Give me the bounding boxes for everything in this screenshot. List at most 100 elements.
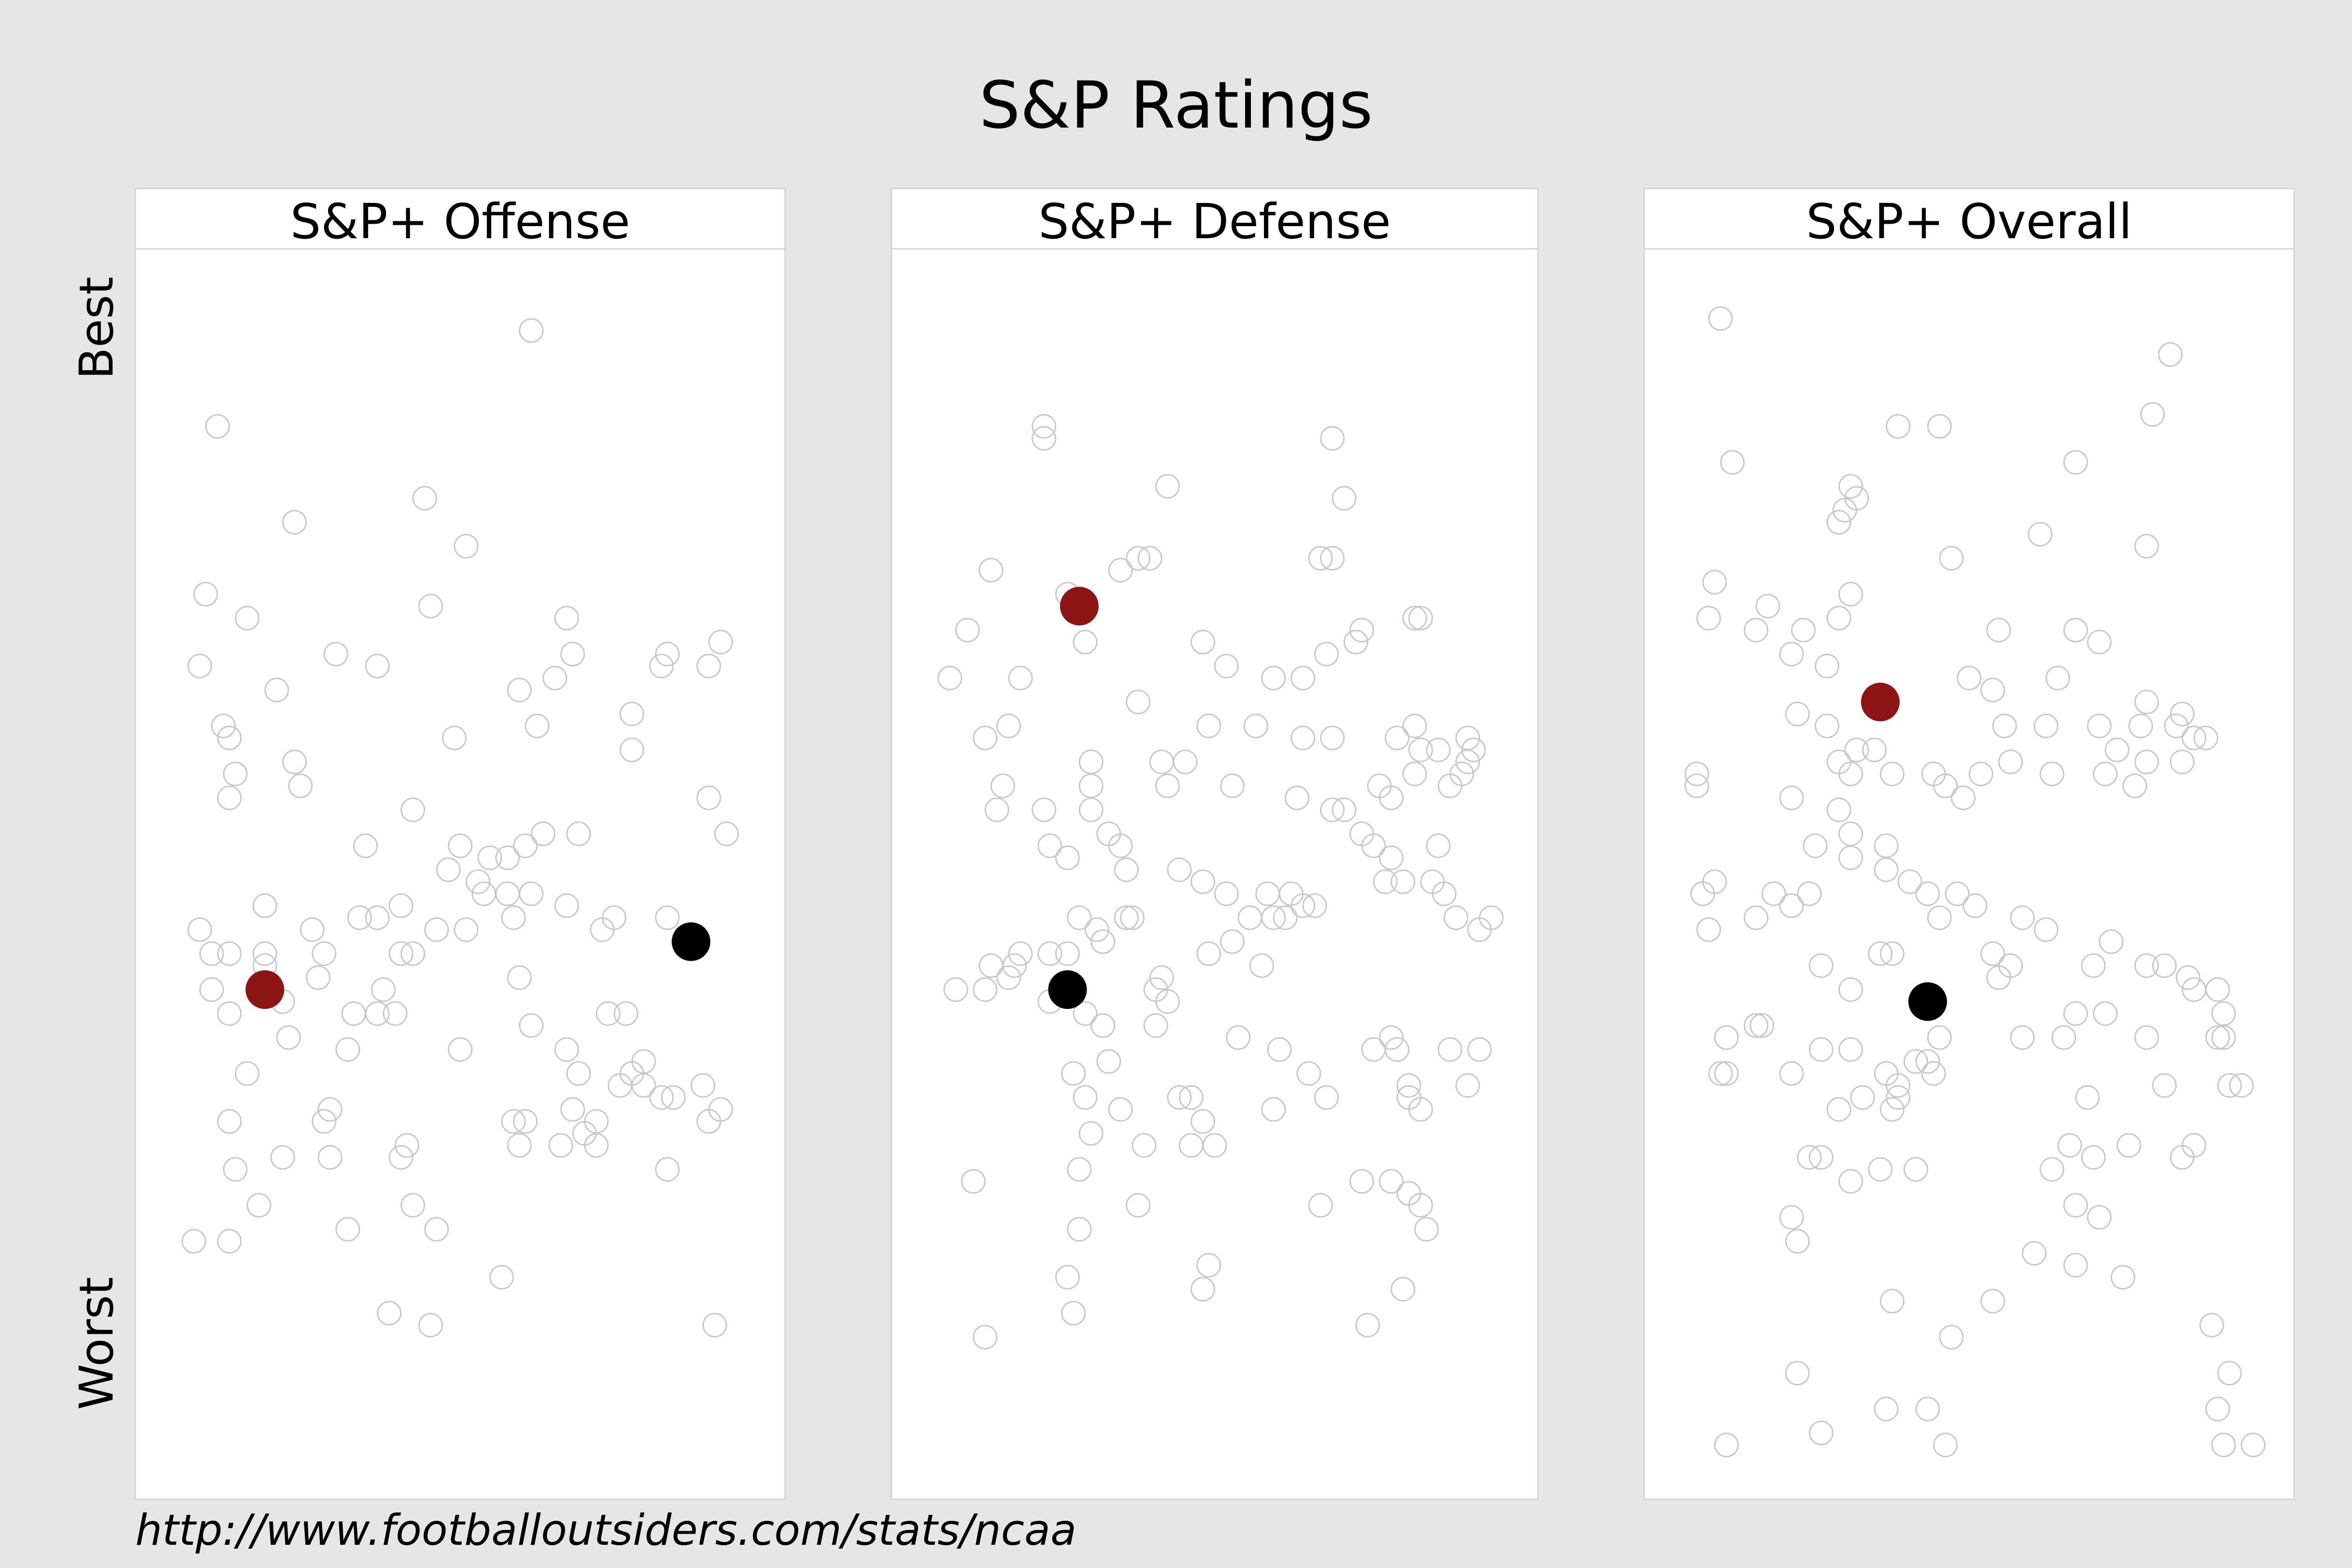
team-point <box>472 881 496 906</box>
team-point <box>1167 857 1192 882</box>
team-point <box>1296 1061 1321 1086</box>
team-point <box>2099 929 2123 954</box>
team-point <box>619 737 645 762</box>
team-point <box>1868 941 1893 966</box>
team-point <box>961 1169 986 1194</box>
team-point <box>1897 869 1922 894</box>
team-point <box>2063 450 2088 475</box>
team-point <box>1178 1085 1204 1110</box>
team-point <box>1008 665 1033 690</box>
team-point <box>2134 953 2159 978</box>
team-point <box>1202 1133 1227 1158</box>
team-point <box>655 1157 680 1182</box>
team-point <box>696 785 721 810</box>
highlight-point-red <box>1861 682 1900 721</box>
team-point <box>1291 893 1316 918</box>
team-point <box>1302 893 1327 918</box>
team-point <box>1308 546 1333 571</box>
team-point <box>2063 1252 2088 1278</box>
team-point <box>1437 1037 1463 1062</box>
team-point <box>1078 749 1104 775</box>
team-point <box>1008 941 1033 966</box>
team-point <box>1408 737 1433 762</box>
team-point <box>371 977 396 1002</box>
team-point <box>1355 1312 1380 1338</box>
team-point <box>937 665 962 690</box>
team-point <box>1214 881 1239 906</box>
team-point <box>2211 1001 2236 1026</box>
team-point <box>1291 665 1316 690</box>
team-point <box>1815 653 1839 678</box>
team-point <box>1378 1025 1404 1050</box>
team-point <box>1126 1193 1151 1218</box>
team-point <box>1167 1085 1192 1110</box>
team-point <box>282 749 307 775</box>
team-point <box>1980 1289 2005 1314</box>
team-point <box>1791 618 1816 643</box>
team-point <box>223 1157 248 1182</box>
team-point <box>1391 869 1416 894</box>
team-point <box>2217 1073 2242 1098</box>
team-point <box>1037 833 1062 858</box>
team-point <box>1149 965 1174 990</box>
team-point <box>1808 1145 1834 1170</box>
team-point <box>1108 1097 1133 1122</box>
team-point <box>1832 498 1857 523</box>
highlight-point-black <box>672 922 711 961</box>
team-point <box>2063 1001 2088 1026</box>
team-point <box>973 1324 998 1350</box>
team-point <box>2063 1193 2088 1218</box>
team-point <box>388 893 414 918</box>
team-point <box>217 1229 242 1254</box>
panel-title: S&P+ Overall <box>1806 193 2132 250</box>
team-point <box>1803 833 1828 858</box>
team-point <box>1032 797 1057 822</box>
source-link[interactable]: http://www.footballoutsiders.com/stats/n… <box>135 1505 1076 1555</box>
team-point <box>448 833 473 858</box>
team-point <box>1874 857 1899 882</box>
team-point <box>1808 1421 1834 1446</box>
team-point <box>1838 821 1863 847</box>
team-point <box>2123 773 2147 798</box>
team-point <box>973 977 998 1002</box>
team-point <box>554 605 579 631</box>
team-point <box>1291 725 1316 750</box>
team-point <box>1143 1013 1168 1038</box>
team-point <box>1933 1432 1958 1457</box>
team-point <box>2039 762 2065 787</box>
team-point <box>525 713 550 738</box>
team-point <box>1826 749 1851 775</box>
team-point <box>2194 725 2218 750</box>
team-point <box>655 905 680 930</box>
team-point <box>2034 917 2059 942</box>
team-point <box>1061 1061 1086 1086</box>
team-point <box>554 893 579 918</box>
team-point <box>1874 1061 1899 1086</box>
team-point <box>584 1133 609 1158</box>
team-point <box>1432 881 1457 906</box>
team-point <box>1443 905 1468 930</box>
team-point <box>1702 869 1727 894</box>
team-point <box>696 1109 721 1134</box>
team-point <box>1226 1025 1251 1050</box>
team-point <box>1190 1277 1216 1302</box>
team-point <box>1237 905 1262 930</box>
team-point <box>2051 1025 2076 1050</box>
team-point <box>388 1145 414 1170</box>
team-point <box>1055 1265 1080 1290</box>
team-point <box>1396 1073 1421 1098</box>
team-point <box>1402 713 1427 738</box>
team-point <box>1915 881 1940 906</box>
team-point <box>507 677 532 703</box>
team-point <box>2105 737 2130 762</box>
panel-background <box>890 187 1539 1500</box>
team-point <box>1714 1432 1739 1457</box>
team-point <box>1378 785 1404 810</box>
team-point <box>1980 677 2005 703</box>
team-point <box>1998 749 2023 775</box>
team-point <box>312 941 337 966</box>
team-point <box>1714 1025 1739 1050</box>
team-point <box>1114 905 1139 930</box>
team-point <box>1332 797 1357 822</box>
team-point <box>418 593 443 619</box>
